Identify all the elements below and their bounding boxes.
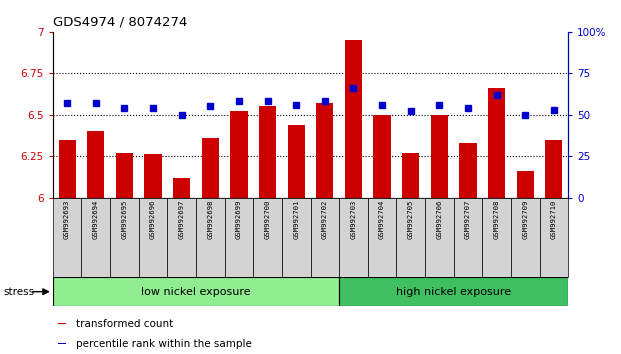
Bar [259,107,276,198]
Bar [368,198,396,277]
Bar [511,198,540,277]
Bar [116,153,133,198]
Bar [396,198,425,277]
Bar [310,198,339,277]
Text: GSM992700: GSM992700 [265,200,271,239]
Bar [483,198,511,277]
Text: GSM992702: GSM992702 [322,200,328,239]
Bar [425,198,454,277]
Bar [253,198,282,277]
Bar [53,198,81,277]
Text: stress: stress [3,287,34,297]
Text: GDS4974 / 8074274: GDS4974 / 8074274 [53,15,187,28]
Text: GSM992701: GSM992701 [293,200,299,239]
Bar [339,198,368,277]
Text: GSM992703: GSM992703 [350,200,356,239]
Bar [58,323,66,324]
Bar [110,198,138,277]
Text: transformed count: transformed count [76,319,173,329]
Bar [454,198,483,277]
Bar [345,40,362,198]
Bar [488,88,505,198]
Bar [87,131,104,198]
Bar [517,171,534,198]
Bar [167,198,196,277]
Bar [545,139,563,198]
Text: GSM992693: GSM992693 [64,200,70,239]
Text: GSM992695: GSM992695 [121,200,127,239]
Bar [58,343,66,344]
Bar [81,198,110,277]
Bar [460,143,476,198]
Bar [145,154,161,198]
Bar [225,198,253,277]
Text: GSM992699: GSM992699 [236,200,242,239]
Bar [339,277,568,306]
Bar [230,112,248,198]
Text: GSM992697: GSM992697 [179,200,184,239]
Text: GSM992694: GSM992694 [93,200,99,239]
Bar [53,277,339,306]
Text: GSM992696: GSM992696 [150,200,156,239]
Text: low nickel exposure: low nickel exposure [141,287,251,297]
Text: GSM992705: GSM992705 [408,200,414,239]
Text: GSM992710: GSM992710 [551,200,557,239]
Bar [373,115,391,198]
Text: GSM992706: GSM992706 [437,200,442,239]
Bar [196,198,225,277]
Bar [282,198,310,277]
Text: GSM992707: GSM992707 [465,200,471,239]
Text: percentile rank within the sample: percentile rank within the sample [76,339,252,349]
Bar [288,125,305,198]
Bar [202,138,219,198]
Bar [431,115,448,198]
Text: GSM992709: GSM992709 [522,200,528,239]
Text: high nickel exposure: high nickel exposure [396,287,511,297]
Bar [316,103,333,198]
Bar [402,153,419,198]
Text: GSM992698: GSM992698 [207,200,213,239]
Bar [540,198,568,277]
Bar [138,198,167,277]
Text: GSM992708: GSM992708 [494,200,500,239]
Bar [58,139,76,198]
Bar [173,178,190,198]
Text: GSM992704: GSM992704 [379,200,385,239]
